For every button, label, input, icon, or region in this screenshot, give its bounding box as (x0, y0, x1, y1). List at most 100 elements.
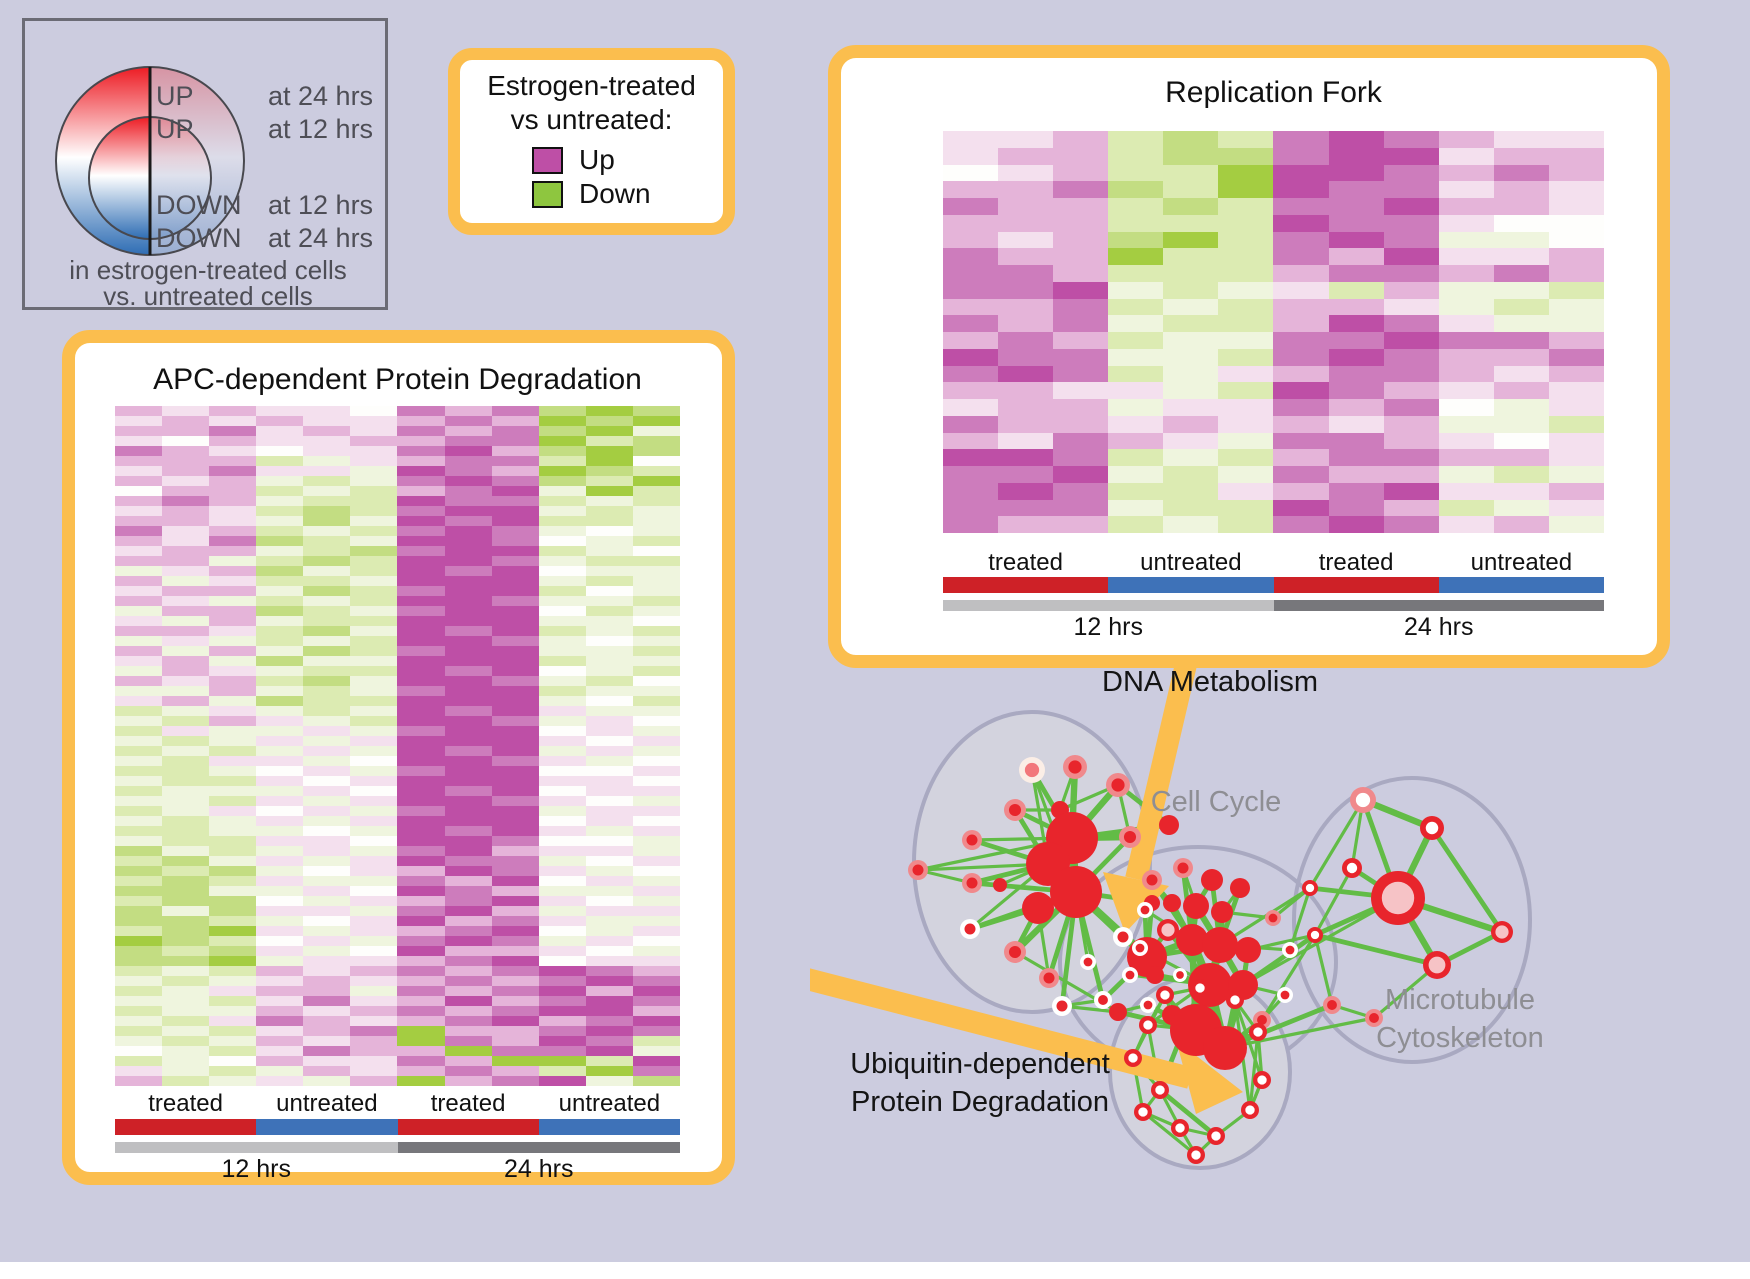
heatmap-cell (256, 566, 304, 576)
heatmap-cell (303, 496, 351, 506)
heatmap-cell (397, 686, 445, 696)
heatmap-cell (350, 996, 398, 1006)
heatmap-cell (444, 726, 492, 736)
heatmap-cell (350, 1066, 398, 1076)
heatmap-cell (538, 476, 586, 486)
heatmap-cell (350, 586, 398, 596)
heatmap-cell (491, 616, 539, 626)
heatmap-cell (444, 876, 492, 886)
heatmap-cell (209, 486, 257, 496)
heatmap-cell (397, 1056, 445, 1066)
replication-fork-title: Replication Fork (1165, 76, 1382, 109)
heatmap-cell (162, 616, 210, 626)
apc-heatmap (115, 406, 680, 1086)
heatmap-cell (115, 466, 163, 476)
heatmap-cell (444, 636, 492, 646)
heatmap-cell (491, 436, 539, 446)
heatmap-cell (350, 856, 398, 866)
heatmap-cell (538, 946, 586, 956)
heatmap-cell (1108, 231, 1164, 249)
heatmap-cell (303, 586, 351, 596)
network-node (1176, 924, 1208, 956)
heatmap-cell (998, 265, 1054, 282)
heatmap-cell (1163, 248, 1219, 265)
heatmap-cell (444, 546, 492, 556)
at-24hrs-top-label: at 24 hrs (268, 81, 373, 111)
heatmap-cell (397, 1076, 445, 1086)
apc-degradation-panel: APC-dependent Protein Degradation treate… (62, 330, 735, 1185)
heatmap-cell (303, 816, 351, 826)
heatmap-cell (350, 1056, 398, 1066)
network-node-core (1123, 830, 1137, 844)
heatmap-cell (303, 666, 351, 676)
heatmap-cell (256, 836, 304, 846)
heatmap-cell (1328, 298, 1384, 316)
heatmap-cell (1493, 248, 1549, 265)
heatmap-cell (397, 856, 445, 866)
heatmap-cell (350, 596, 398, 606)
heatmap-cell (209, 986, 257, 996)
heatmap-cell (303, 576, 351, 586)
heatmap-cell (397, 456, 445, 466)
heatmap-cell (209, 926, 257, 936)
heatmap-cell (491, 656, 539, 666)
heatmap-cell (943, 231, 999, 249)
heatmap-cell (585, 766, 633, 776)
heatmap-cell (1108, 147, 1164, 165)
heatmap-cell (162, 706, 210, 716)
heatmap-cell (538, 856, 586, 866)
heatmap-cell (444, 926, 492, 936)
up-color-swatch (532, 146, 563, 174)
heatmap-cell (350, 796, 398, 806)
heatmap-cell (585, 986, 633, 996)
heatmap-cell (162, 976, 210, 986)
heatmap-cell (538, 776, 586, 786)
heatmap-cell (209, 786, 257, 796)
heatmap-cell (491, 906, 539, 916)
heatmap-cell (491, 996, 539, 1006)
heatmap-cell (1163, 214, 1219, 232)
heatmap-cell (444, 606, 492, 616)
heatmap-cell (538, 696, 586, 706)
heatmap-cell (632, 576, 680, 586)
heatmap-cell (397, 986, 445, 996)
heatmap-cell (491, 756, 539, 766)
heatmap-cell (115, 536, 163, 546)
heatmap-cell (1383, 482, 1439, 500)
heatmap-cell (491, 526, 539, 536)
heatmap-cell (115, 956, 163, 966)
heatmap-cell (397, 476, 445, 486)
heatmap-cell (1438, 281, 1494, 299)
heatmap-cell (115, 416, 163, 426)
heatmap-cell (256, 916, 304, 926)
heatmap-cell (397, 1046, 445, 1056)
heatmap-cell (444, 496, 492, 506)
heatmap-cell (1053, 164, 1109, 182)
heatmap-cell (538, 716, 586, 726)
heatmap-cell (256, 616, 304, 626)
heatmap-cell (1548, 449, 1604, 466)
heatmap-cell (303, 596, 351, 606)
heatmap-cell (1053, 214, 1109, 232)
heatmap-cell (632, 686, 680, 696)
heatmap-cell (491, 596, 539, 606)
heatmap-cell (350, 836, 398, 846)
heatmap-cell (1548, 332, 1604, 349)
heatmap-cell (1108, 516, 1164, 533)
circle-color-key: UP at 24 hrs UP at 12 hrs DOWN at 12 hrs… (22, 18, 388, 311)
heatmap-cell (1548, 482, 1604, 500)
heatmap-cell (209, 936, 257, 946)
panel-arrow-shaft-1 (1125, 657, 1198, 882)
heatmap-cell (1328, 382, 1384, 399)
heatmap-cell (1548, 198, 1604, 215)
heatmap-cell (444, 1066, 492, 1076)
heatmap-cell (162, 436, 210, 446)
heatmap-cell (1493, 449, 1549, 466)
heatmap-cell (1383, 198, 1439, 215)
heatmap-cell (256, 726, 304, 736)
heatmap-cell (998, 164, 1054, 182)
network-node-core (1160, 990, 1170, 1000)
heatmap-cell (303, 886, 351, 896)
heatmap-cell (115, 726, 163, 736)
heatmap-cell (303, 966, 351, 976)
